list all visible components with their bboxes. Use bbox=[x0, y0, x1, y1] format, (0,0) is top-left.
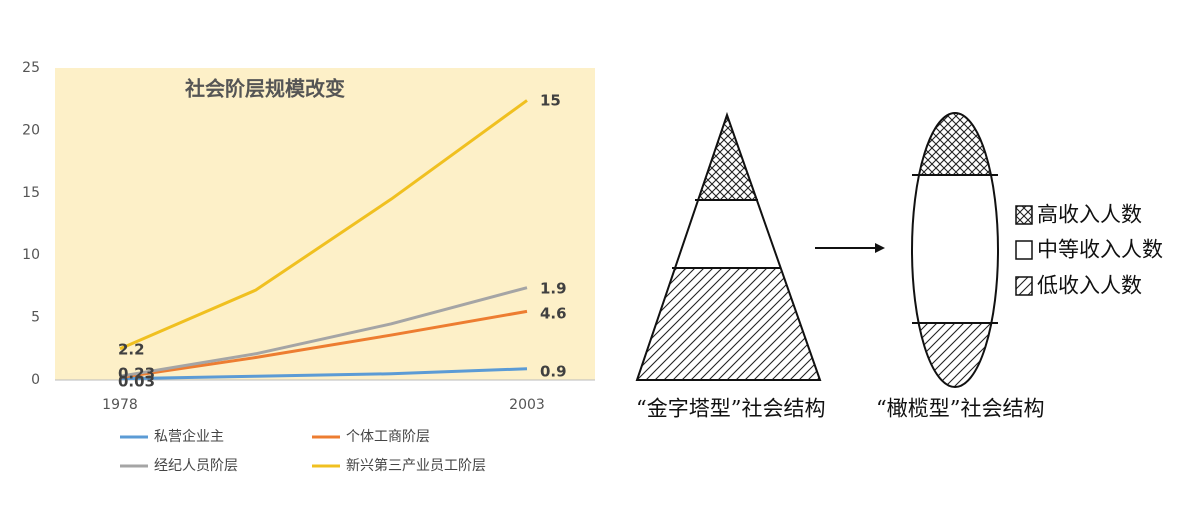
line bbox=[119, 367, 528, 381]
pyramid-outline bbox=[635, 111, 822, 381]
chart: 0 5 10 15 20 25 1978 2003 2.2 0.230.03 15 1.9 4.6 0.9… bbox=[22, 60, 595, 474]
legend-swatch bbox=[1015, 276, 1033, 296]
data-label: 0.23 bbox=[118, 365, 155, 383]
y-tick-label: 5 bbox=[31, 310, 40, 326]
data-label: 4.6 bbox=[540, 305, 567, 323]
data-label: 15 bbox=[540, 92, 561, 110]
olive bbox=[912, 113, 998, 387]
legend-swatch bbox=[1015, 205, 1033, 225]
line bbox=[119, 99, 528, 351]
y-tick-label: 0 bbox=[31, 372, 40, 388]
line bbox=[119, 309, 528, 379]
line bbox=[119, 286, 528, 378]
chart-title: 社会阶层规模改变 bbox=[184, 77, 345, 101]
y-tick-label: 25 bbox=[22, 60, 40, 76]
legend-label: 个体工商阶层 bbox=[346, 429, 430, 445]
caption: “橄榄型”社会结构 bbox=[876, 397, 1044, 421]
data-label: 1.9 bbox=[540, 280, 567, 298]
y-tick-label: 10 bbox=[22, 247, 40, 263]
legend-label: 中等收入人数 bbox=[1037, 238, 1163, 262]
legend-label: 私营企业主 bbox=[154, 428, 224, 445]
data-label: 0.03 bbox=[118, 373, 155, 391]
y-tick-label: 20 bbox=[22, 122, 40, 138]
legend-label: 低收入人数 bbox=[1037, 274, 1142, 298]
legend-label: 经纪人员阶层 bbox=[154, 458, 238, 474]
x-tick-label: 1978 bbox=[102, 397, 138, 413]
pyramid bbox=[637, 115, 820, 380]
plot-area bbox=[55, 68, 595, 380]
legend-label: 新兴第三产业员工阶层 bbox=[346, 457, 486, 474]
caption: “金字塔型”社会结构 bbox=[636, 397, 825, 421]
legend-swatch bbox=[1015, 240, 1033, 260]
data-label: 2.2 bbox=[118, 341, 145, 359]
data-label: 0.9 bbox=[540, 363, 567, 381]
olive-outline bbox=[911, 112, 999, 388]
y-tick-label: 15 bbox=[22, 185, 40, 201]
diagram: 高收入人数 中等收入人数 低收入人数 “金字塔型”社会结构 “橄榄型”社会结构 bbox=[635, 111, 1163, 421]
x-tick-label: 2003 bbox=[509, 397, 545, 413]
legend-label: 高收入人数 bbox=[1037, 203, 1142, 227]
